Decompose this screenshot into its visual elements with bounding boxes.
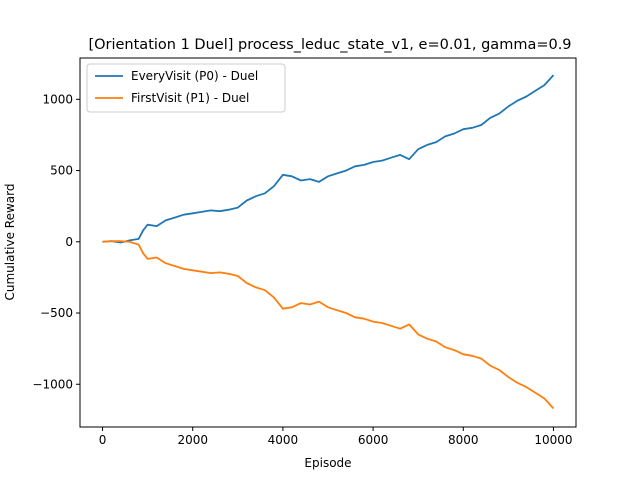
x-tick-label: 0 bbox=[99, 433, 107, 447]
legend-label-everyvisit: EveryVisit (P0) - Duel bbox=[131, 69, 258, 83]
series-line-firstvisit bbox=[102, 240, 555, 410]
y-axis: −1000 −500 0 500 1000 bbox=[32, 92, 80, 391]
x-tick-label: 10000 bbox=[534, 433, 572, 447]
chart-title: [Orientation 1 Duel] process_leduc_state… bbox=[88, 37, 571, 53]
plot-lines bbox=[102, 74, 555, 410]
x-tick-label: 4000 bbox=[268, 433, 299, 447]
series-line-everyvisit bbox=[102, 74, 555, 244]
legend: EveryVisit (P0) - Duel FirstVisit (P1) -… bbox=[86, 63, 286, 113]
x-axis-label: Episode bbox=[304, 456, 351, 470]
y-axis-label: Cumulative Reward bbox=[3, 184, 17, 301]
legend-frame bbox=[86, 63, 286, 113]
plot-frame bbox=[79, 57, 577, 428]
y-tick-label: −1000 bbox=[32, 377, 73, 391]
x-tick-label: 2000 bbox=[177, 433, 208, 447]
y-tick-label: 0 bbox=[65, 235, 73, 249]
x-axis: 0 2000 4000 6000 8000 10000 bbox=[99, 427, 573, 447]
y-tick-label: 500 bbox=[50, 164, 73, 178]
legend-label-firstvisit: FirstVisit (P1) - Duel bbox=[131, 91, 249, 105]
x-tick-label: 8000 bbox=[448, 433, 479, 447]
x-tick-label: 6000 bbox=[358, 433, 389, 447]
y-tick-label: 1000 bbox=[42, 92, 73, 106]
y-tick-label: −500 bbox=[40, 306, 73, 320]
